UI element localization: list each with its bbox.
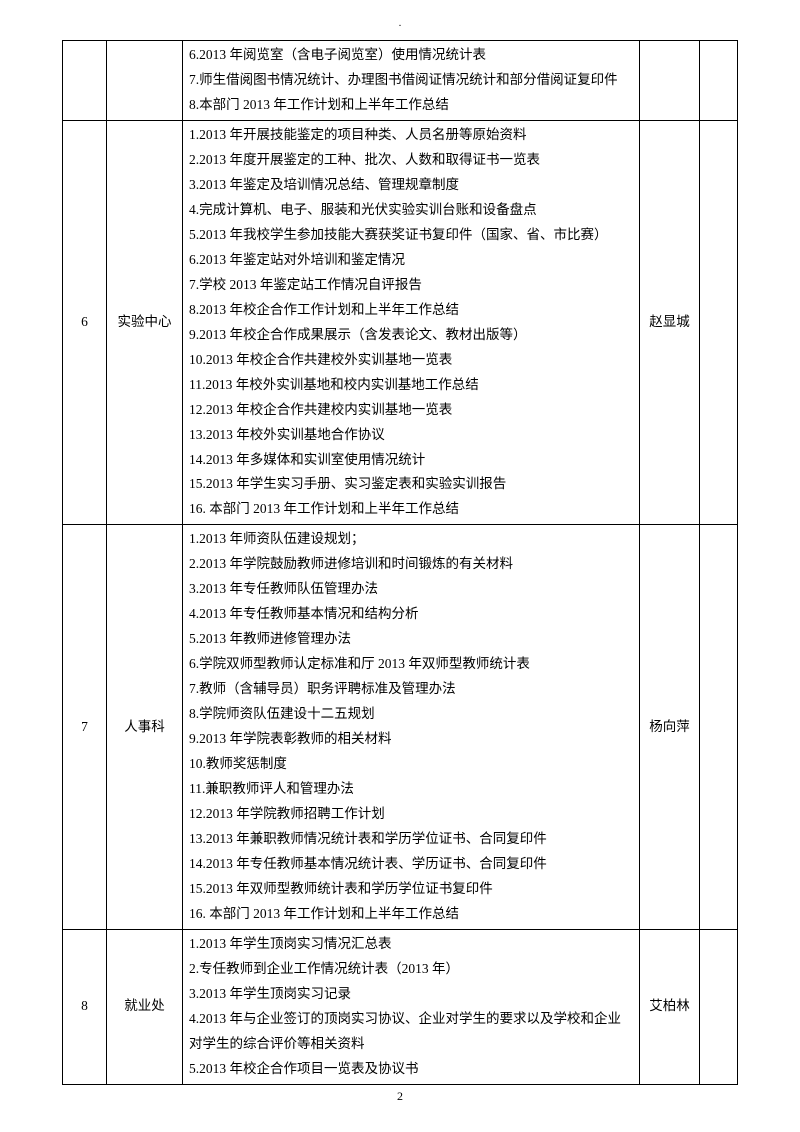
content-line: 7.教师（含辅导员）职务评聘标准及管理办法 [189, 677, 633, 702]
content-line: 9.2013 年校企合作成果展示（含发表论文、教材出版等） [189, 323, 633, 348]
department-cell: 实验中心 [107, 120, 183, 525]
table-row: 6实验中心1.2013 年开展技能鉴定的项目种类、人员名册等原始资料2.2013… [63, 120, 738, 525]
content-line: 4.2013 年专任教师基本情况和结构分析 [189, 602, 633, 627]
empty-cell [700, 929, 738, 1084]
content-line: 15.2013 年双师型教师统计表和学历学位证书复印件 [189, 877, 633, 902]
content-line: 7.学校 2013 年鉴定站工作情况自评报告 [189, 273, 633, 298]
content-line: 6.2013 年阅览室（含电子阅览室）使用情况统计表 [189, 43, 633, 68]
empty-cell [700, 525, 738, 930]
page-number: 2 [397, 1089, 403, 1104]
content-line: 16. 本部门 2013 年工作计划和上半年工作总结 [189, 902, 633, 927]
content-line: 15.2013 年学生实习手册、实习鉴定表和实验实训报告 [189, 472, 633, 497]
content-line: 4.完成计算机、电子、服装和光伏实验实训台账和设备盘点 [189, 198, 633, 223]
content-line: 2.专任教师到企业工作情况统计表（2013 年） [189, 957, 633, 982]
table-row: 6.2013 年阅览室（含电子阅览室）使用情况统计表7.师生借阅图书情况统计、办… [63, 41, 738, 121]
table-row: 8就业处1.2013 年学生顶岗实习情况汇总表2.专任教师到企业工作情况统计表（… [63, 929, 738, 1084]
content-line: 11.兼职教师评人和管理办法 [189, 777, 633, 802]
empty-cell [700, 120, 738, 525]
document-table: 6.2013 年阅览室（含电子阅览室）使用情况统计表7.师生借阅图书情况统计、办… [62, 40, 738, 1085]
content-line: 8.学院师资队伍建设十二五规划 [189, 702, 633, 727]
content-line: 9.2013 年学院表彰教师的相关材料 [189, 727, 633, 752]
department-cell: 就业处 [107, 929, 183, 1084]
content-line: 12.2013 年学院教师招聘工作计划 [189, 802, 633, 827]
content-line: 8.本部门 2013 年工作计划和上半年工作总结 [189, 93, 633, 118]
content-line: 10.教师奖惩制度 [189, 752, 633, 777]
table-row: 7人事科1.2013 年师资队伍建设规划；2.2013 年学院鼓励教师进修培训和… [63, 525, 738, 930]
content-cell: 1.2013 年师资队伍建设规划；2.2013 年学院鼓励教师进修培训和时间锻炼… [183, 525, 640, 930]
row-number-cell [63, 41, 107, 121]
content-line: 8.2013 年校企合作工作计划和上半年工作总结 [189, 298, 633, 323]
content-line: 7.师生借阅图书情况统计、办理图书借阅证情况统计和部分借阅证复印件 [189, 68, 633, 93]
content-line: 12.2013 年校企合作共建校内实训基地一览表 [189, 398, 633, 423]
row-number-cell: 6 [63, 120, 107, 525]
content-line: 14.2013 年专任教师基本情况统计表、学历证书、合同复印件 [189, 852, 633, 877]
content-line: 10.2013 年校企合作共建校外实训基地一览表 [189, 348, 633, 373]
row-number-cell: 8 [63, 929, 107, 1084]
content-line: 3.2013 年学生顶岗实习记录 [189, 982, 633, 1007]
empty-cell [700, 41, 738, 121]
content-line: 14.2013 年多媒体和实训室使用情况统计 [189, 448, 633, 473]
content-line: 2.2013 年度开展鉴定的工种、批次、人数和取得证书一览表 [189, 148, 633, 173]
content-line: 3.2013 年专任教师队伍管理办法 [189, 577, 633, 602]
content-line: 6.学院双师型教师认定标准和厅 2013 年双师型教师统计表 [189, 652, 633, 677]
content-line: 13.2013 年兼职教师情况统计表和学历学位证书、合同复印件 [189, 827, 633, 852]
content-line: 13.2013 年校外实训基地合作协议 [189, 423, 633, 448]
row-number-cell: 7 [63, 525, 107, 930]
content-line: 5.2013 年我校学生参加技能大赛获奖证书复印件（国家、省、市比赛） [189, 223, 633, 248]
content-line: 4.2013 年与企业签订的顶岗实习协议、企业对学生的要求以及学校和企业对学生的… [189, 1007, 633, 1057]
content-line: 5.2013 年教师进修管理办法 [189, 627, 633, 652]
content-line: 16. 本部门 2013 年工作计划和上半年工作总结 [189, 497, 633, 522]
content-line: 1.2013 年师资队伍建设规划； [189, 527, 633, 552]
content-line: 2.2013 年学院鼓励教师进修培训和时间锻炼的有关材料 [189, 552, 633, 577]
content-cell: 1.2013 年开展技能鉴定的项目种类、人员名册等原始资料2.2013 年度开展… [183, 120, 640, 525]
top-dot: . [399, 18, 402, 29]
content-line: 11.2013 年校外实训基地和校内实训基地工作总结 [189, 373, 633, 398]
content-line: 6.2013 年鉴定站对外培训和鉴定情况 [189, 248, 633, 273]
person-cell [640, 41, 700, 121]
person-cell: 赵显城 [640, 120, 700, 525]
department-cell [107, 41, 183, 121]
content-line: 1.2013 年开展技能鉴定的项目种类、人员名册等原始资料 [189, 123, 633, 148]
person-cell: 艾柏林 [640, 929, 700, 1084]
content-cell: 6.2013 年阅览室（含电子阅览室）使用情况统计表7.师生借阅图书情况统计、办… [183, 41, 640, 121]
content-line: 5.2013 年校企合作项目一览表及协议书 [189, 1057, 633, 1082]
content-line: 1.2013 年学生顶岗实习情况汇总表 [189, 932, 633, 957]
content-cell: 1.2013 年学生顶岗实习情况汇总表2.专任教师到企业工作情况统计表（2013… [183, 929, 640, 1084]
content-line: 3.2013 年鉴定及培训情况总结、管理规章制度 [189, 173, 633, 198]
person-cell: 杨向萍 [640, 525, 700, 930]
department-cell: 人事科 [107, 525, 183, 930]
